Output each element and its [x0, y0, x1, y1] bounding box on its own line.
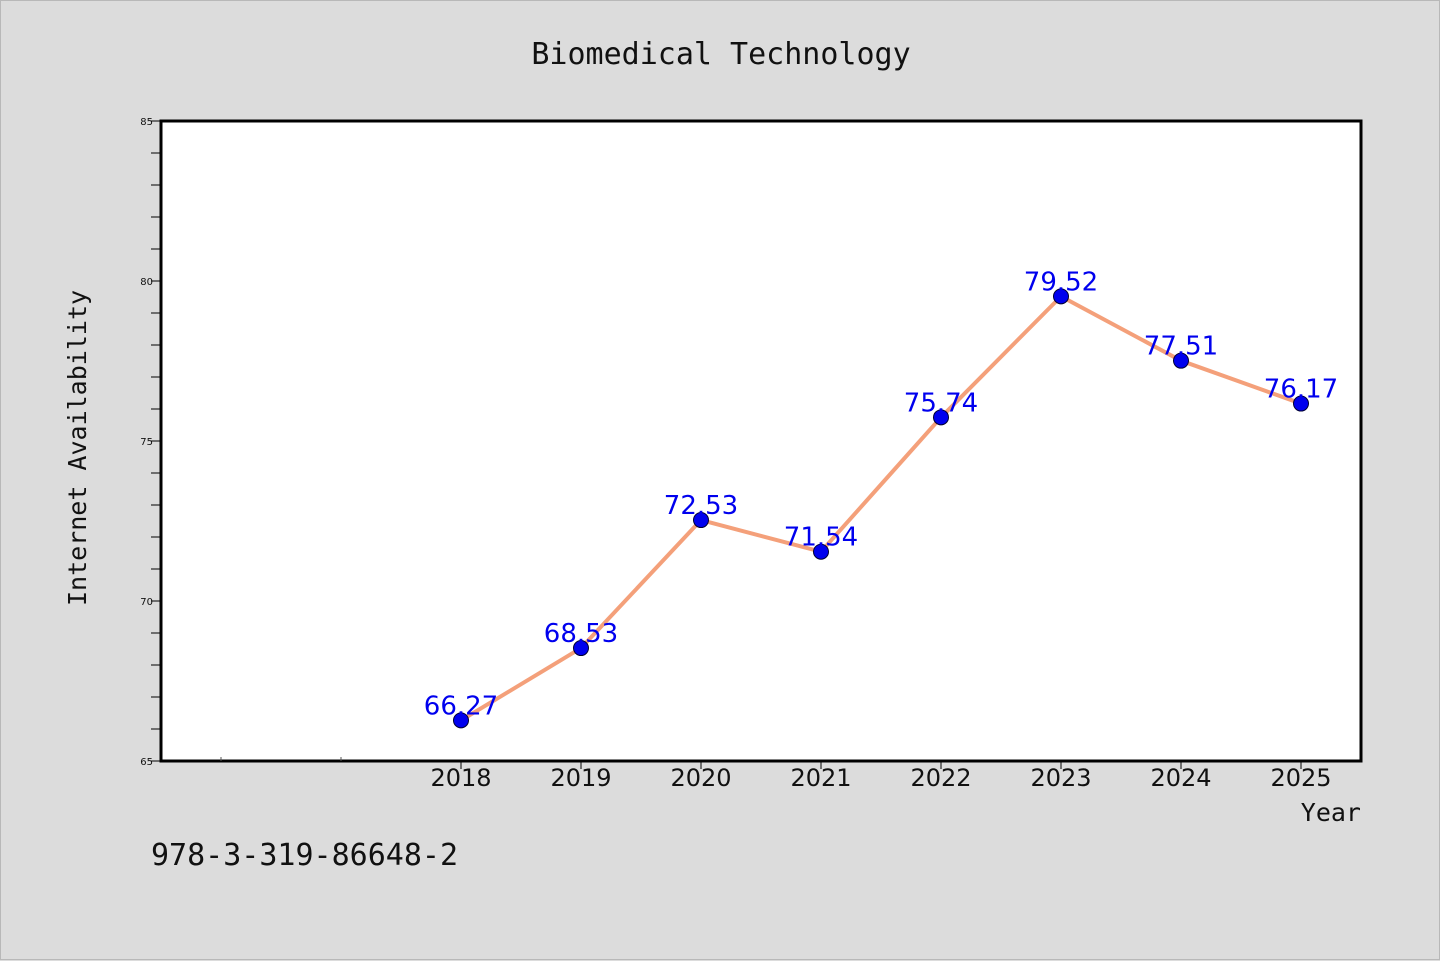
- x-axis-ticks: 2018 2019 2020 2021 2022 2023 2024 2025: [220, 757, 1332, 792]
- y-tick-label: 65: [140, 757, 153, 768]
- data-point: [573, 640, 589, 657]
- data-point: [1293, 395, 1309, 412]
- data-label: 77.51: [1144, 332, 1218, 362]
- x-axis-label: Year: [1301, 798, 1361, 827]
- data-label: 71.54: [784, 523, 858, 553]
- y-tick-label: 85: [140, 117, 153, 128]
- data-point: [693, 512, 709, 529]
- y-tick-label: 75: [140, 437, 153, 448]
- y-axis-label: Internet Availability: [63, 290, 92, 606]
- footnote-isbn: 978-3-319-86648-2: [151, 838, 458, 873]
- x-tick-label: 2018: [430, 764, 491, 792]
- data-label: 75.74: [904, 388, 978, 418]
- y-tick-label: 80: [140, 277, 153, 288]
- series-group: 66.27 68.53 72.53 71.54 75.74 79.52 77.51 76.17: [424, 267, 1338, 729]
- data-label: 72.53: [664, 491, 738, 521]
- data-point: [1053, 288, 1069, 305]
- data-point: [1173, 352, 1189, 369]
- y-axis-ticks: 65 70 75 80 85: [140, 117, 161, 768]
- x-tick-label: 2024: [1150, 764, 1211, 792]
- data-label: 79.52: [1024, 267, 1098, 297]
- data-point: [813, 543, 829, 560]
- data-label: 76.17: [1264, 375, 1338, 405]
- x-tick-label: 2025: [1270, 764, 1331, 792]
- chart-title: Biomedical Technology: [531, 37, 910, 72]
- x-tick-label: 2020: [670, 764, 731, 792]
- x-tick-label: 2021: [790, 764, 851, 792]
- data-label: 66.27: [424, 691, 498, 721]
- plot-area: [159, 119, 1363, 763]
- y-tick-label: 70: [140, 597, 153, 608]
- x-tick-label: 2022: [910, 764, 971, 792]
- data-point: [453, 712, 469, 729]
- series-line: [459, 294, 1302, 723]
- data-label: 68.53: [544, 619, 618, 649]
- x-tick-label: 2019: [550, 764, 611, 792]
- data-point: [933, 409, 949, 426]
- x-tick-label: 2023: [1030, 764, 1091, 792]
